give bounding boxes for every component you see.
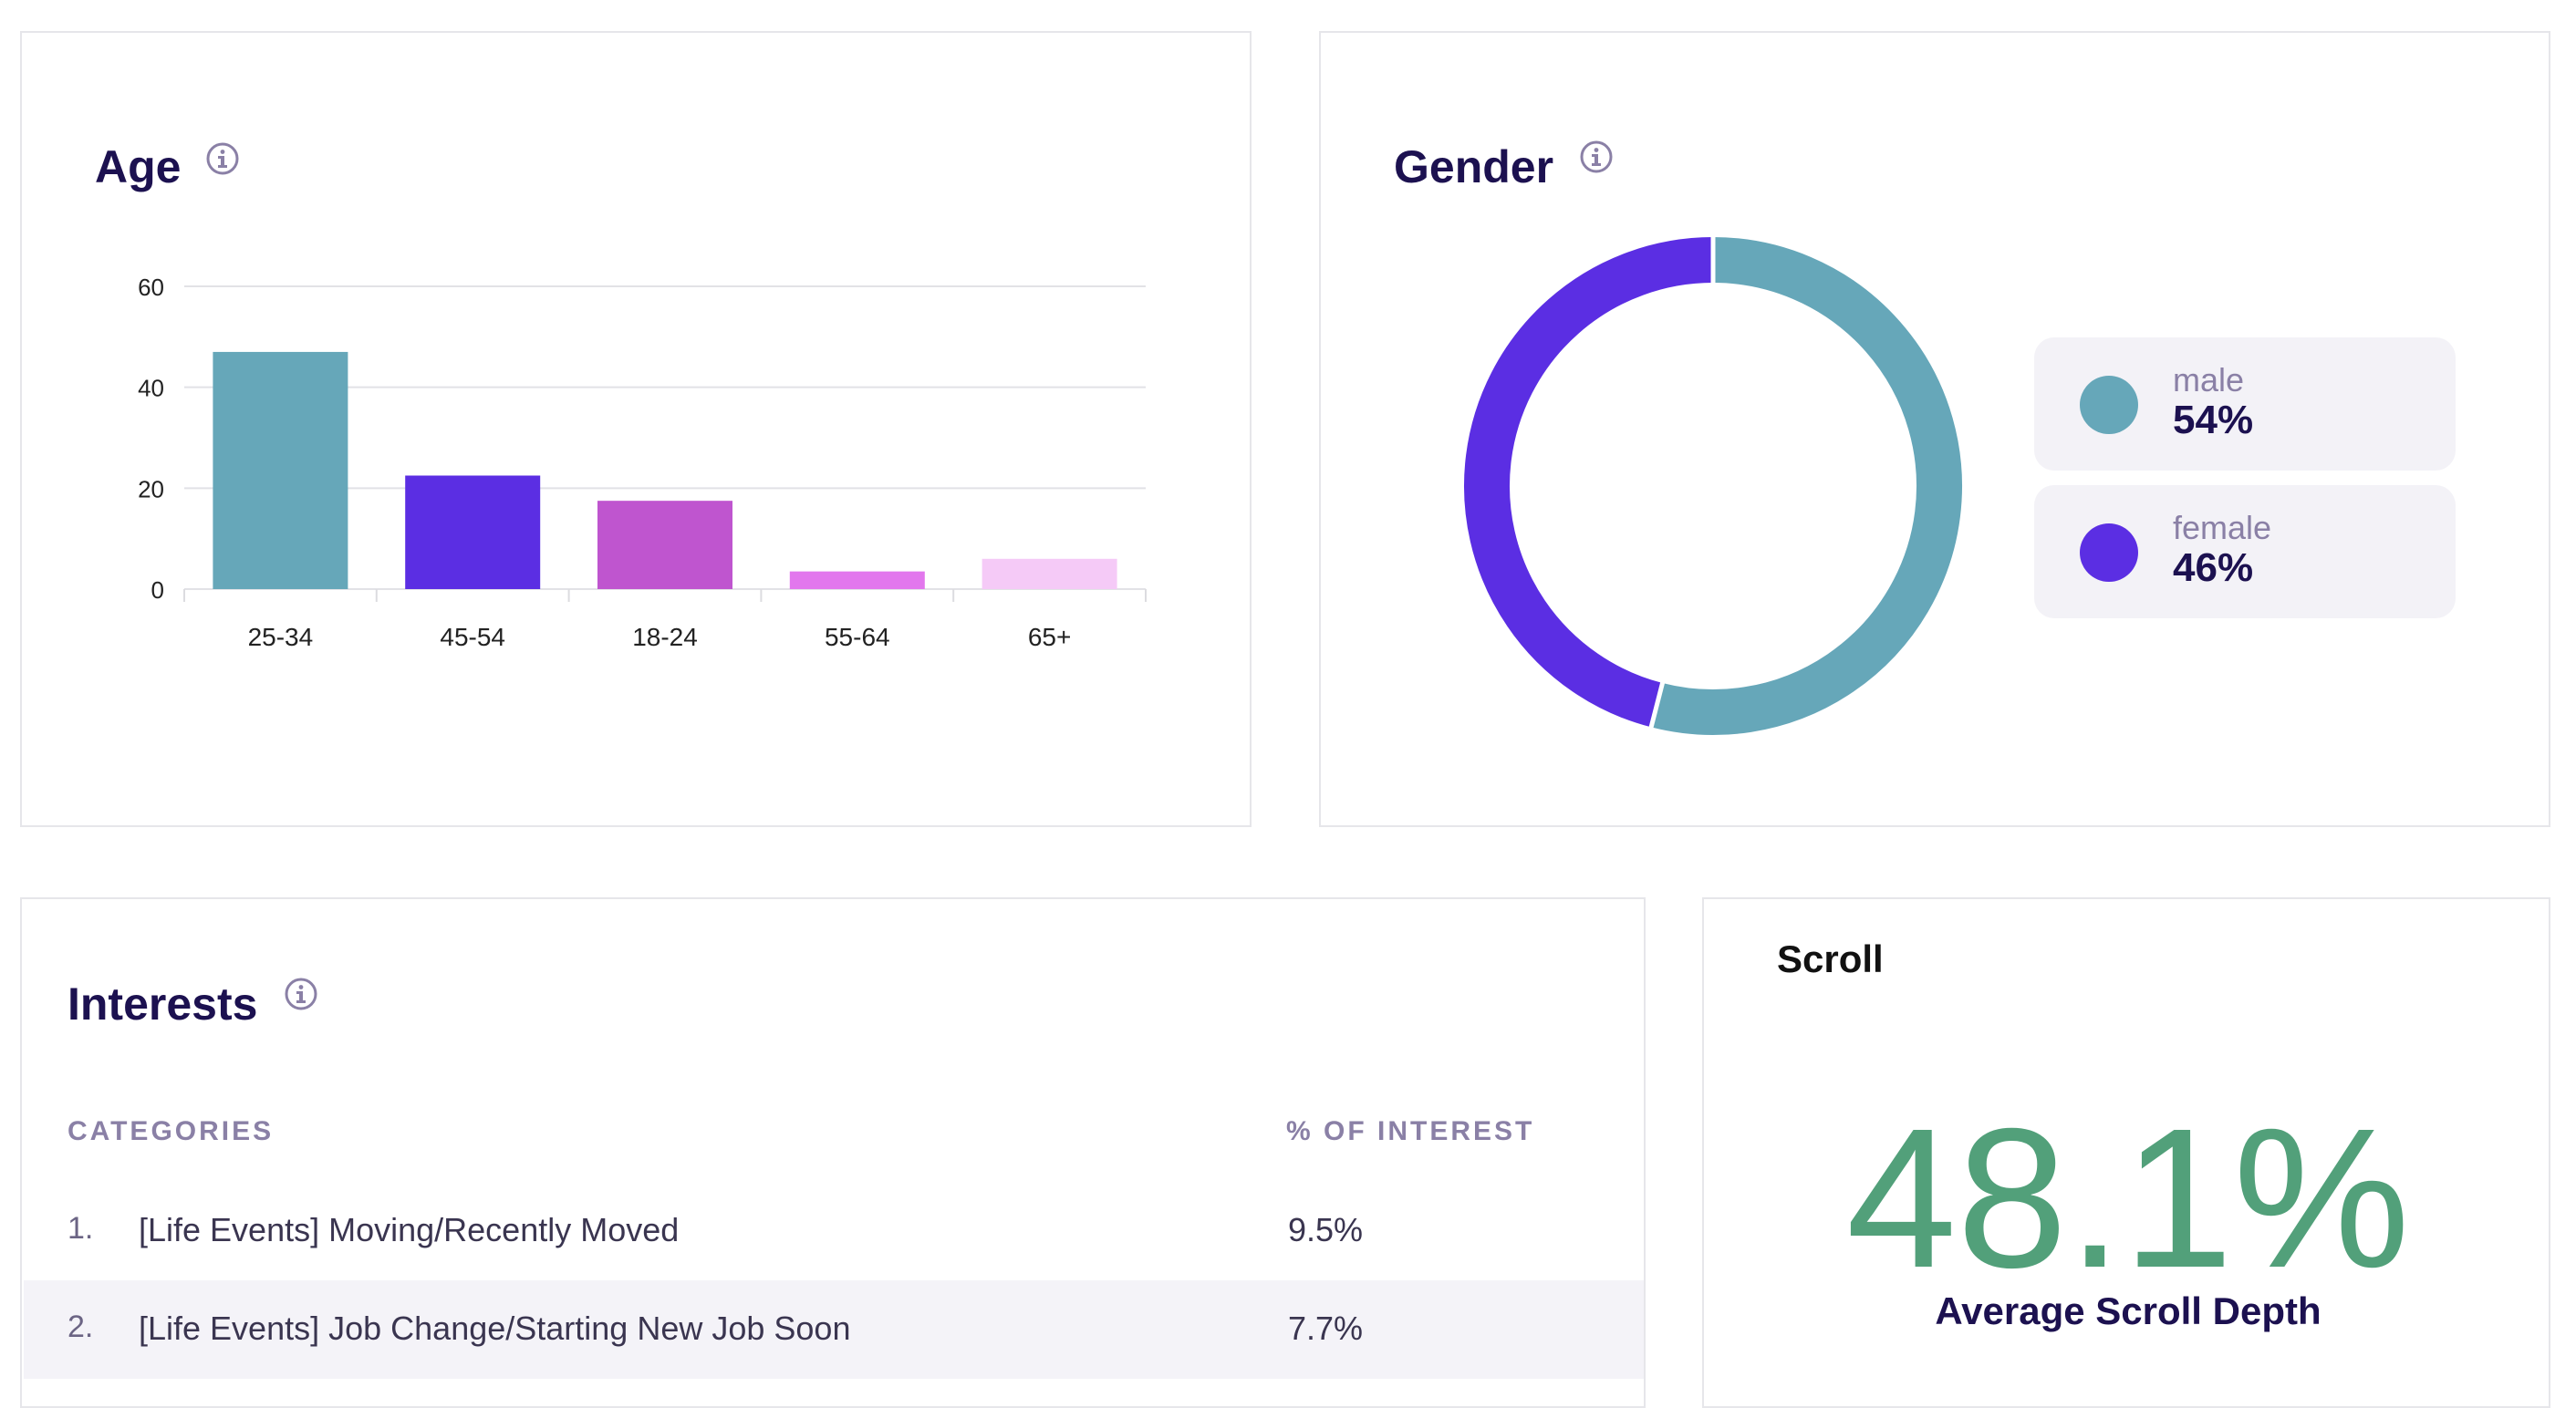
bar-25-34[interactable] xyxy=(213,351,348,589)
legend-label: male xyxy=(2173,361,2245,399)
legend-value: 54% xyxy=(2173,398,2254,442)
scroll-card: Scroll 48.1% Average Scroll Depth xyxy=(1702,897,2550,1408)
gender-donut-chart xyxy=(1464,235,1962,735)
row-percent: 7.7% xyxy=(1288,1310,1364,1347)
info-circle-icon[interactable] xyxy=(204,140,241,177)
column-header-percent[interactable]: % OF INTEREST xyxy=(1286,1116,1535,1146)
row-category: [Life Events] Job Change/Starting New Jo… xyxy=(139,1310,851,1347)
gender-title: Gender xyxy=(1394,141,1554,192)
legend-value: 46% xyxy=(2173,545,2254,590)
scroll-depth-label: Average Scroll Depth xyxy=(1935,1289,2322,1332)
bar-45-54[interactable] xyxy=(405,475,541,590)
age-title: Age xyxy=(95,141,182,192)
x-tick-label: 25-34 xyxy=(248,623,314,651)
y-tick-label: 20 xyxy=(138,475,164,502)
bar-55-64[interactable] xyxy=(789,571,925,589)
x-tick-label: 18-24 xyxy=(632,623,698,651)
x-tick-label: 65+ xyxy=(1028,623,1072,651)
legend-swatch xyxy=(2080,376,2138,434)
bar-18-24[interactable] xyxy=(597,501,732,589)
interests-card: Interests CATEGORIES % OF INTEREST 1. [L… xyxy=(20,897,1646,1408)
legend-item-male[interactable]: male 54% xyxy=(2034,337,2456,471)
age-card: 0 20 40 60 25-34 45-54 18-24 55-64 65+ Age xyxy=(20,31,1252,827)
column-header-categories[interactable]: CATEGORIES xyxy=(68,1116,275,1146)
info-circle-icon[interactable] xyxy=(283,976,319,1012)
gender-card: Gender male 54% female 46% xyxy=(1319,31,2550,827)
table-row[interactable]: 1. [Life Events] Moving/Recently Moved 9… xyxy=(24,1182,1644,1280)
legend-item-female[interactable]: female 46% xyxy=(2034,485,2456,618)
legend-label: female xyxy=(2173,509,2272,546)
interests-title: Interests xyxy=(68,978,258,1030)
donut-slice-male[interactable] xyxy=(1651,237,1962,735)
y-tick-label: 0 xyxy=(151,576,164,604)
row-rank: 1. xyxy=(68,1211,94,1246)
legend-swatch xyxy=(2080,523,2138,582)
y-tick-label: 60 xyxy=(138,274,164,301)
table-row[interactable]: 2. [Life Events] Job Change/Starting New… xyxy=(24,1280,1644,1379)
x-tick-label: 55-64 xyxy=(825,623,890,651)
row-category: [Life Events] Moving/Recently Moved xyxy=(139,1211,680,1248)
bar-65+[interactable] xyxy=(982,558,1117,589)
scroll-title: Scroll xyxy=(1777,937,1884,980)
y-tick-label: 40 xyxy=(138,375,164,402)
x-tick-label: 45-54 xyxy=(440,623,505,651)
row-rank: 2. xyxy=(68,1310,94,1344)
info-circle-icon[interactable] xyxy=(1578,139,1615,175)
slice-separator xyxy=(1648,680,1666,730)
donut-slice-female[interactable] xyxy=(1464,237,1714,728)
age-bar-chart: 0 20 40 60 25-34 45-54 18-24 55-64 65+ xyxy=(138,274,1147,651)
scroll-depth-value: 48.1% xyxy=(1845,1088,2411,1310)
row-percent: 9.5% xyxy=(1288,1211,1364,1248)
